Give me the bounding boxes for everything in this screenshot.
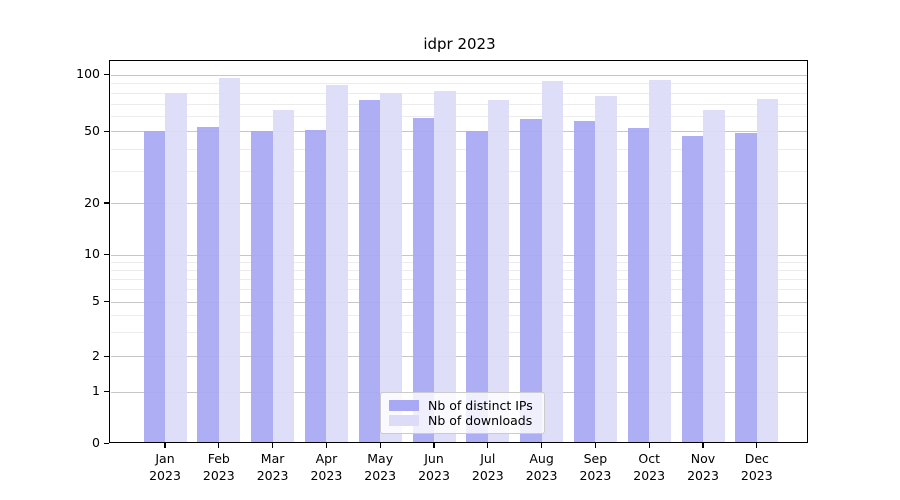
y-tick-2 xyxy=(104,355,109,357)
x-tick-label-oct-2023: Oct 2023 xyxy=(633,451,666,483)
y-gridline-minor-30 xyxy=(111,171,808,173)
bar-nb-of-distinct-ips-feb-2023 xyxy=(197,126,219,443)
y-tick-10 xyxy=(104,254,109,256)
legend-entry-distinct-ips: Nb of distinct IPs xyxy=(389,398,536,413)
y-tick-label-1: 1 xyxy=(92,383,100,399)
y-gridline-minor-4 xyxy=(111,315,808,317)
y-gridline-minor-70 xyxy=(111,103,808,105)
bar-nb-of-downloads-oct-2023 xyxy=(649,79,671,443)
x-tick-mar-2023 xyxy=(272,443,274,448)
bar-nb-of-distinct-ips-oct-2023 xyxy=(627,128,650,443)
y-tick-50 xyxy=(104,130,109,132)
y-gridline-minor-90 xyxy=(111,83,808,85)
y-tick-label-0: 0 xyxy=(92,434,100,450)
y-tick-5 xyxy=(104,301,109,303)
y-tick-100 xyxy=(104,74,109,76)
bar-nb-of-downloads-mar-2023 xyxy=(272,109,295,443)
y-gridline-20 xyxy=(111,203,808,204)
y-gridline-minor-7 xyxy=(111,278,808,280)
x-tick-label-dec-2023: Dec 2023 xyxy=(740,451,773,483)
x-tick-label-may-2023: May 2023 xyxy=(364,451,397,483)
y-tick-label-2: 2 xyxy=(92,347,100,363)
x-tick-label-mar-2023: Mar 2023 xyxy=(256,451,289,483)
legend-label-downloads: Nb of downloads xyxy=(428,413,533,428)
x-tick-jun-2023 xyxy=(433,443,435,448)
bar-nb-of-downloads-jan-2023 xyxy=(165,92,187,443)
y-tick-20 xyxy=(104,202,109,204)
x-tick-label-aug-2023: Aug 2023 xyxy=(525,451,558,483)
bar-nb-of-distinct-ips-dec-2023 xyxy=(735,132,757,443)
x-tick-label-jun-2023: Jun 2023 xyxy=(418,451,450,483)
bar-nb-of-downloads-nov-2023 xyxy=(703,109,725,443)
x-tick-label-jan-2023: Jan 2023 xyxy=(149,451,181,483)
bar-nb-of-distinct-ips-sep-2023 xyxy=(573,120,596,443)
legend-swatch-downloads xyxy=(389,415,419,426)
bar-nb-of-downloads-may-2023 xyxy=(380,92,402,443)
x-tick-apr-2023 xyxy=(325,443,328,448)
bar-nb-of-distinct-ips-mar-2023 xyxy=(251,131,273,443)
bar-nb-of-distinct-ips-jan-2023 xyxy=(143,131,165,443)
legend-entry-downloads: Nb of downloads xyxy=(389,413,536,428)
y-gridline-10 xyxy=(111,254,808,256)
bar-nb-of-downloads-dec-2023 xyxy=(756,99,779,443)
x-tick-label-feb-2023: Feb 2023 xyxy=(202,451,235,483)
y-tick-label-10: 10 xyxy=(84,246,100,262)
x-tick-label-nov-2023: Nov 2023 xyxy=(687,451,719,483)
x-tick-label-sep-2023: Sep 2023 xyxy=(579,451,612,483)
y-gridline-100 xyxy=(111,74,808,76)
x-tick-aug-2023 xyxy=(541,443,543,448)
y-gridline-minor-3 xyxy=(111,332,808,334)
bar-nb-of-distinct-ips-apr-2023 xyxy=(304,129,327,443)
legend-swatch-distinct-ips xyxy=(389,400,419,411)
chart-title: idpr 2023 xyxy=(423,35,496,53)
x-tick-jan-2023 xyxy=(164,443,166,448)
bar-nb-of-downloads-jun-2023 xyxy=(434,90,456,443)
y-tick-1 xyxy=(104,391,109,393)
y-gridline-minor-80 xyxy=(111,92,808,94)
x-tick-jul-2023 xyxy=(487,443,489,448)
y-gridline-minor-60 xyxy=(111,116,808,118)
x-tick-sep-2023 xyxy=(594,443,597,448)
y-gridline-2 xyxy=(111,356,808,358)
y-tick-label-100: 100 xyxy=(76,66,100,82)
legend-label-distinct-ips: Nb of distinct IPs xyxy=(428,398,533,413)
bar-nb-of-distinct-ips-jul-2023 xyxy=(466,131,488,443)
y-gridline-minor-9 xyxy=(111,261,808,263)
y-gridline-minor-40 xyxy=(111,148,808,150)
y-gridline-minor-8 xyxy=(111,269,808,271)
x-tick-label-apr-2023: Apr 2023 xyxy=(310,451,343,483)
y-gridline-5 xyxy=(111,301,808,303)
y-tick-label-5: 5 xyxy=(92,293,100,309)
legend: Nb of distinct IPs Nb of downloads xyxy=(380,392,545,434)
bar-nb-of-downloads-feb-2023 xyxy=(218,77,241,443)
bar-nb-of-downloads-aug-2023 xyxy=(541,81,564,443)
bar-nb-of-distinct-ips-jun-2023 xyxy=(412,117,434,443)
x-tick-may-2023 xyxy=(379,443,381,448)
x-tick-dec-2023 xyxy=(756,443,758,448)
x-tick-label-jul-2023: Jul 2023 xyxy=(471,451,504,483)
bar-nb-of-distinct-ips-nov-2023 xyxy=(681,136,703,443)
y-tick-label-20: 20 xyxy=(84,194,100,210)
bar-nb-of-downloads-apr-2023 xyxy=(326,85,348,443)
y-tick-label-50: 50 xyxy=(84,122,100,138)
bar-nb-of-downloads-jul-2023 xyxy=(487,100,510,443)
x-tick-nov-2023 xyxy=(702,443,704,448)
bar-nb-of-distinct-ips-aug-2023 xyxy=(520,119,542,443)
y-gridline-minor-6 xyxy=(111,289,808,291)
y-gridline-50 xyxy=(111,131,808,133)
y-tick-0 xyxy=(104,442,109,444)
x-tick-oct-2023 xyxy=(648,443,650,448)
bar-nb-of-downloads-sep-2023 xyxy=(595,95,617,443)
x-tick-feb-2023 xyxy=(218,443,220,448)
bar-nb-of-distinct-ips-may-2023 xyxy=(358,100,381,443)
